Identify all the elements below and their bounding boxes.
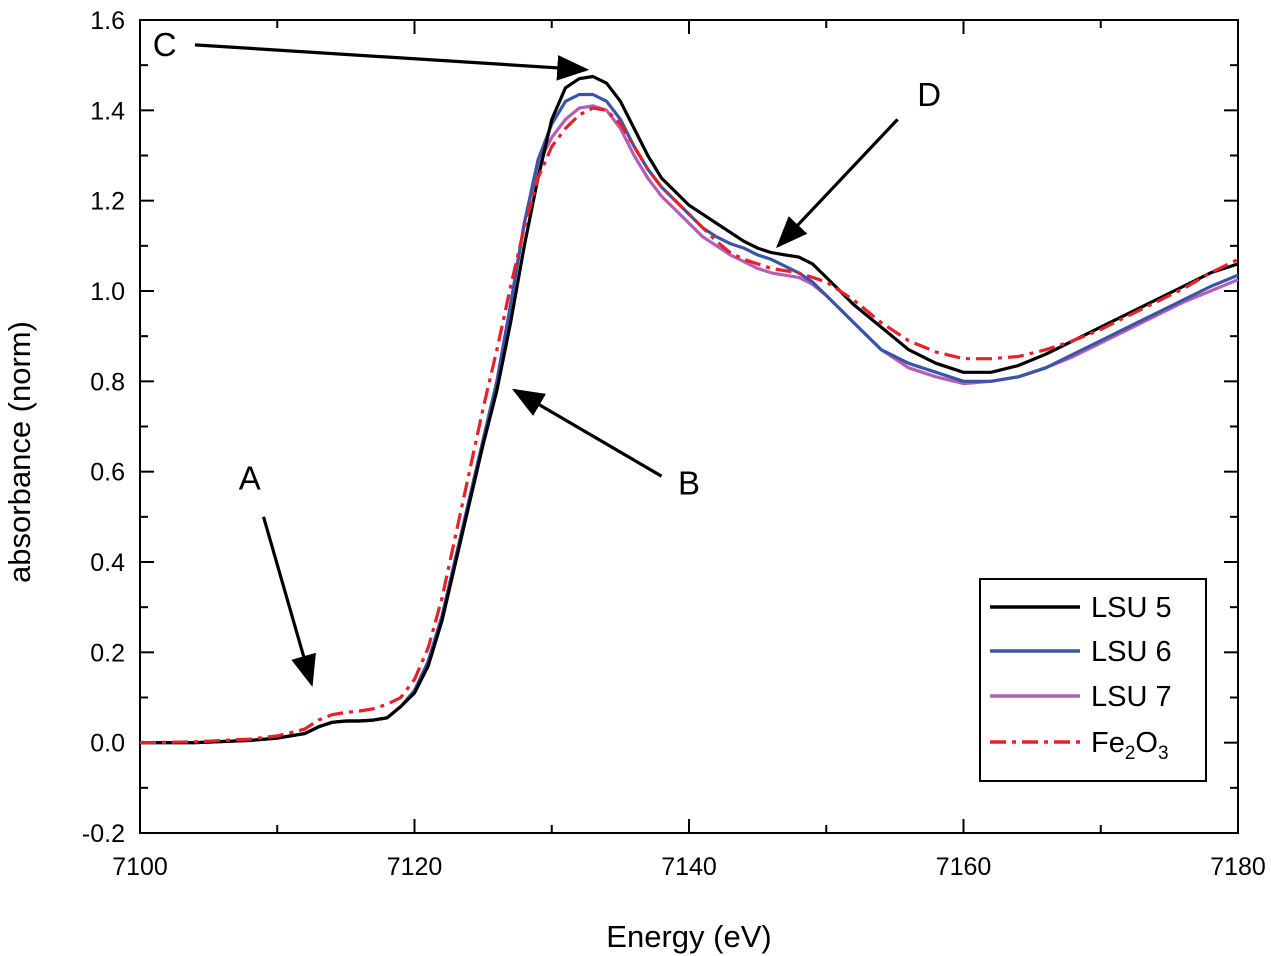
plot-axes: 7100 7120 7140 7160 7180 -0.2 0.0 0.2 0.4 0.6 0.8 1… bbox=[82, 7, 1266, 881]
x-tick-label: 7120 bbox=[387, 853, 443, 881]
annotation-label-a: A bbox=[239, 460, 261, 497]
series-line-lsu-5 bbox=[140, 74, 1239, 745]
series-line-fe2o3 bbox=[139, 106, 1239, 745]
annotation-arrow-c bbox=[194, 43, 590, 81]
legend-label-fe2o3: Fe2O3 bbox=[1091, 727, 1169, 764]
x-tick-label: 7100 bbox=[112, 853, 168, 881]
legend: LSU 5 LSU 6 LSU 7 Fe2O3 bbox=[979, 578, 1207, 782]
x-tick-label: 7180 bbox=[1210, 853, 1266, 881]
annotation-label-b: B bbox=[678, 464, 700, 501]
y-tick-label: 0.0 bbox=[90, 730, 125, 758]
legend-label-lsu7: LSU 7 bbox=[1091, 681, 1172, 713]
annotation-arrows: A B C D bbox=[153, 26, 941, 688]
y-tick-label: 0.8 bbox=[90, 368, 125, 396]
y-tick-label: 0.6 bbox=[90, 459, 125, 487]
annotation-label-d: D bbox=[917, 76, 941, 113]
y-tick-label: 0.4 bbox=[90, 549, 125, 577]
y-tick-label: 0.2 bbox=[90, 639, 125, 667]
legend-label-lsu5: LSU 5 bbox=[1091, 592, 1172, 624]
y-tick-label: 1.4 bbox=[90, 97, 125, 125]
annotation-arrow-a bbox=[261, 516, 316, 688]
legend-box bbox=[979, 578, 1207, 782]
annotation-arrow-d bbox=[776, 118, 899, 249]
x-tick-label: 7160 bbox=[936, 853, 992, 881]
y-tick-label: 1.2 bbox=[90, 188, 125, 216]
y-tick-label: 1.0 bbox=[90, 278, 125, 306]
series-lines bbox=[139, 74, 1239, 745]
annotation-label-c: C bbox=[153, 26, 177, 63]
axis-titles: Energy (eV) absorbance (norm) bbox=[2, 321, 772, 954]
x-axis-title: Energy (eV) bbox=[606, 919, 771, 954]
y-tick-label: -0.2 bbox=[82, 820, 125, 848]
x-tick-label: 7140 bbox=[661, 853, 717, 881]
legend-label-lsu6: LSU 6 bbox=[1091, 636, 1172, 668]
annotation-arrow-b bbox=[511, 388, 663, 478]
y-tick-label: 1.6 bbox=[90, 7, 125, 35]
y-axis-title: absorbance (norm) bbox=[2, 321, 37, 583]
